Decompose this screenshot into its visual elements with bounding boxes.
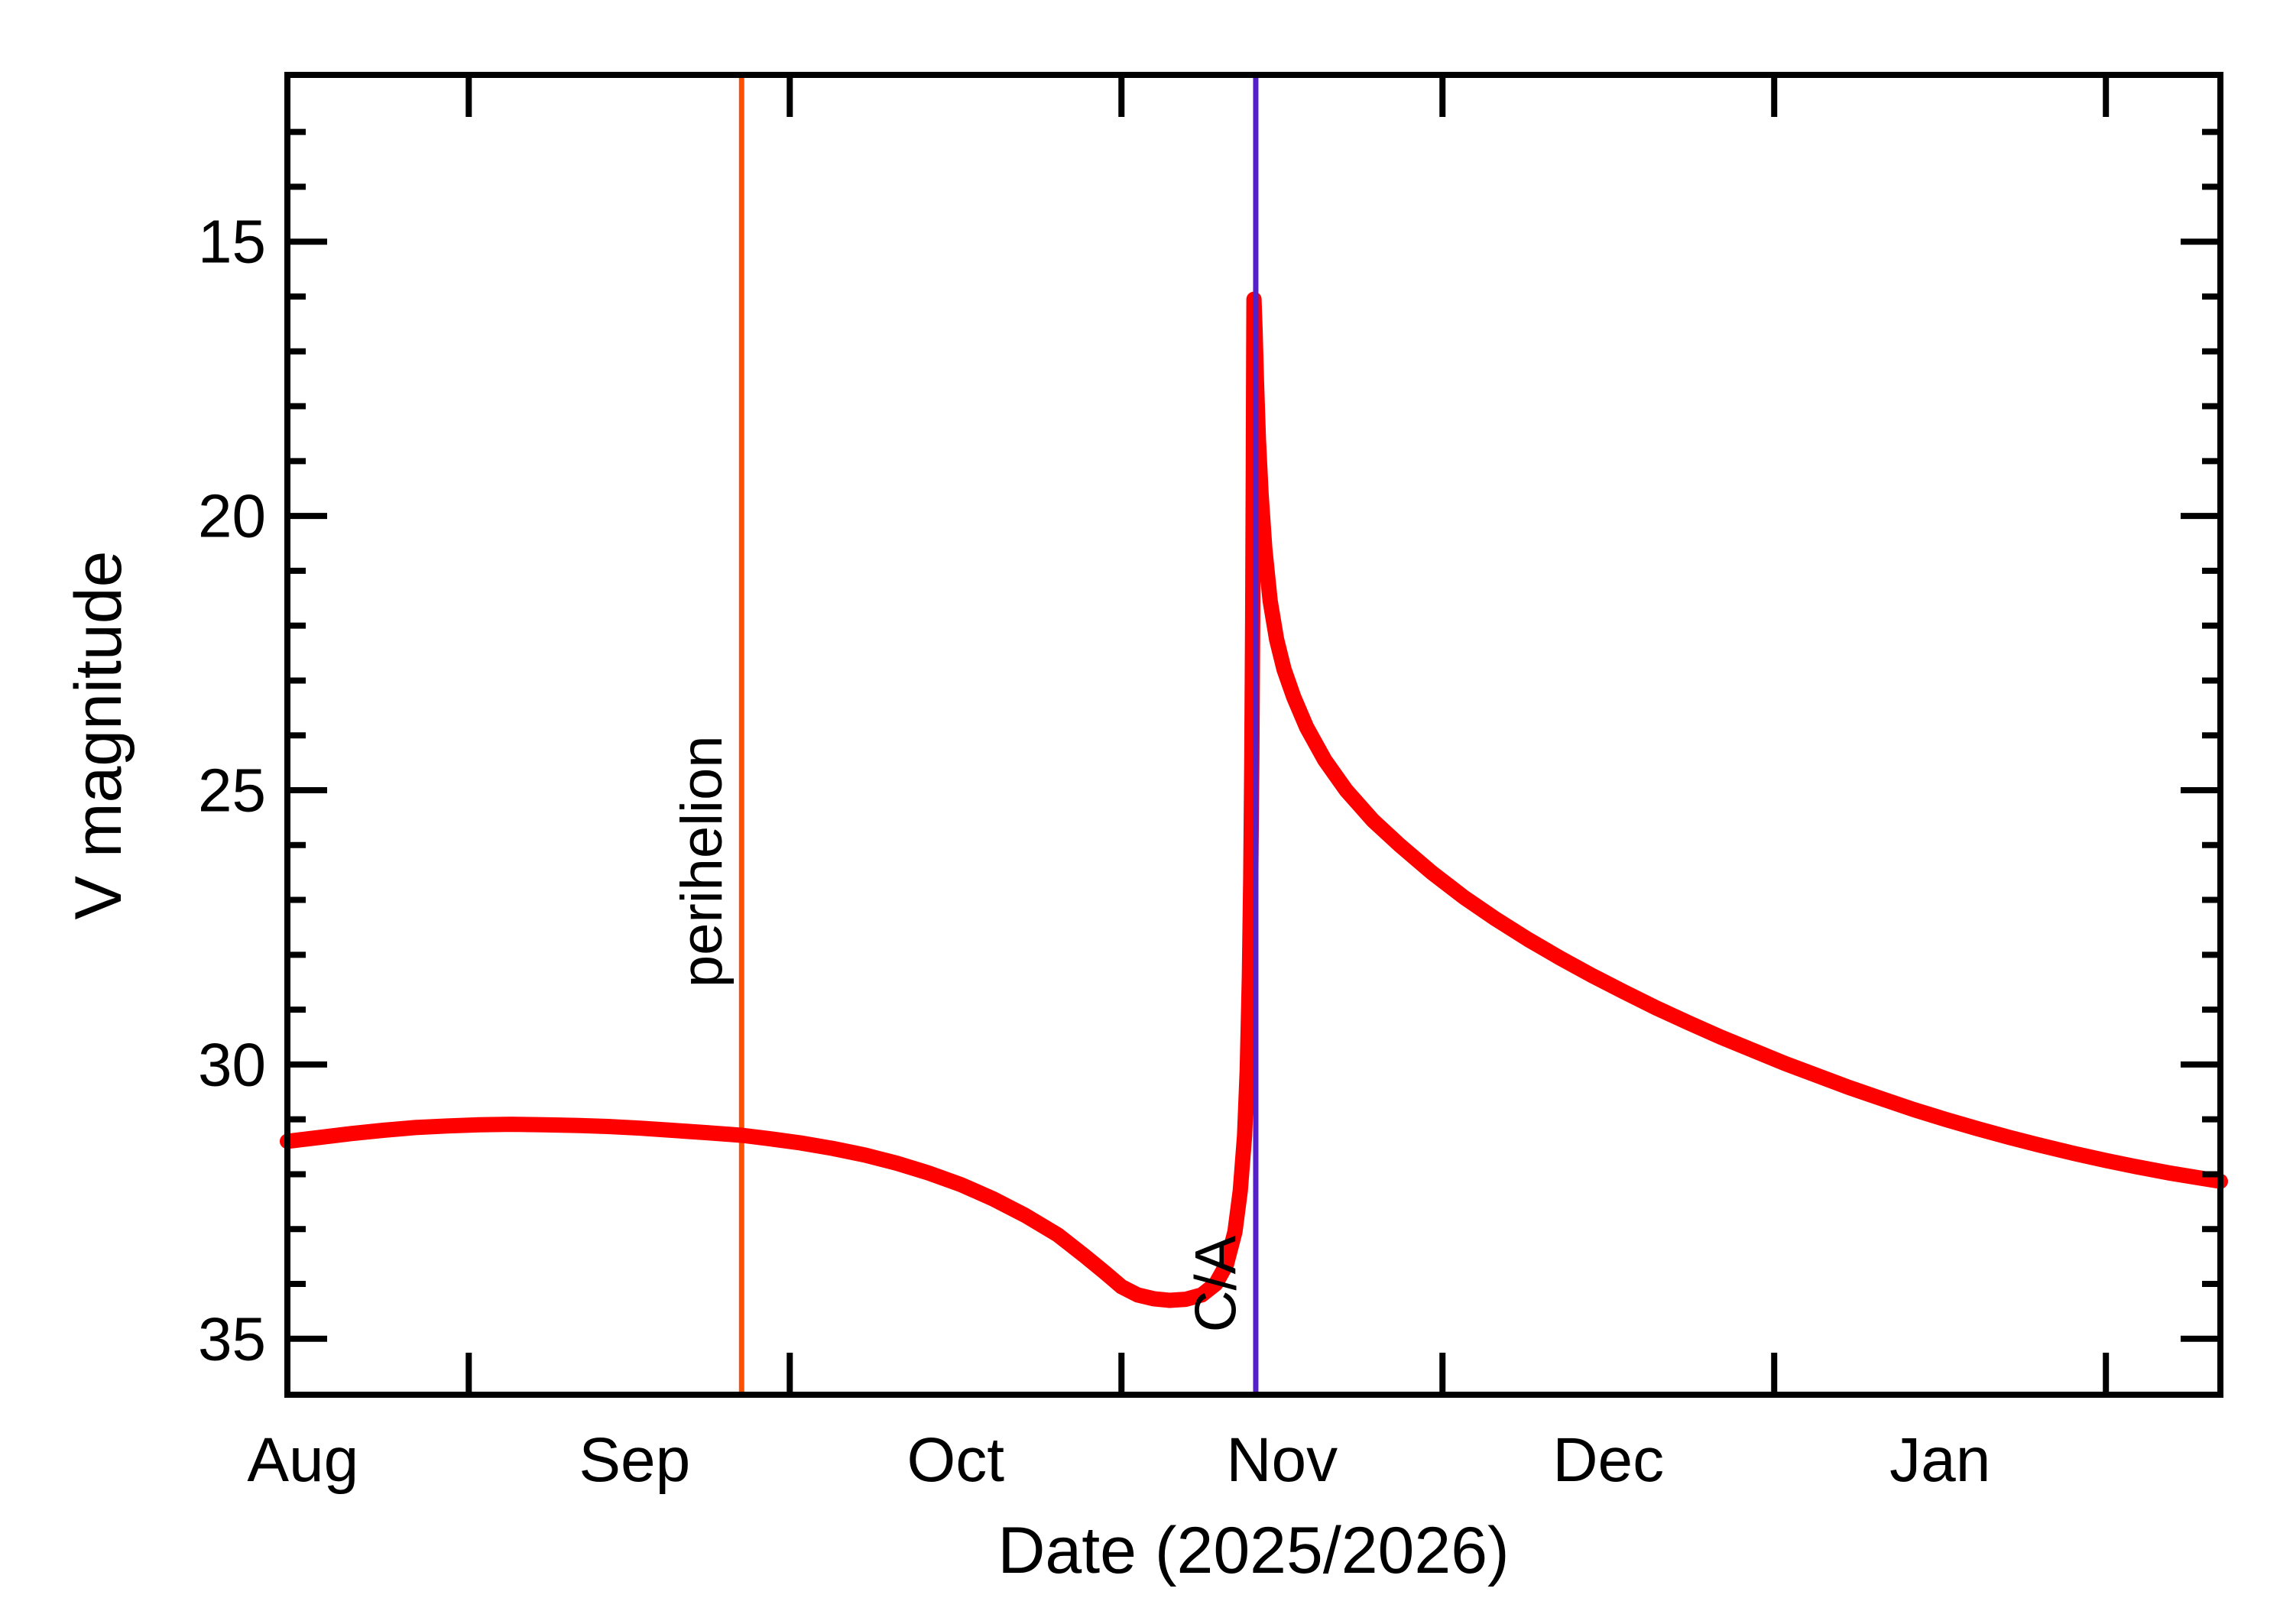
y-axis-title: V magnitude (62, 551, 135, 920)
axes-layer (284, 72, 2223, 1398)
perihelion-label: perihelion (670, 736, 735, 988)
x-tick-label: Aug (247, 1425, 358, 1495)
x-axis-title: Date (2025/2026) (997, 1514, 1509, 1587)
tick-labels-layer: 15 20 25 30 35 Aug Sep Oct Nov Dec Jan (198, 208, 1990, 1495)
y-tick-label: 25 (198, 756, 266, 824)
y-tick-label: 15 (198, 208, 266, 276)
y-tick-label: 35 (198, 1305, 266, 1373)
x-tick-label: Oct (906, 1425, 1004, 1495)
x-tick-label: Dec (1552, 1425, 1664, 1495)
x-tick-label: Nov (1226, 1425, 1338, 1495)
curve-layer (280, 291, 2228, 1308)
magnitude-curve (280, 291, 2228, 1308)
close-approach-label: C/A (1183, 1235, 1248, 1332)
annotation-labels-layer: perihelion C/A (670, 736, 1249, 1333)
x-tick-label: Sep (579, 1425, 690, 1495)
y-tick-label: 20 (198, 482, 266, 550)
x-tick-label: Jan (1889, 1425, 1990, 1495)
y-tick-label: 30 (198, 1030, 266, 1098)
